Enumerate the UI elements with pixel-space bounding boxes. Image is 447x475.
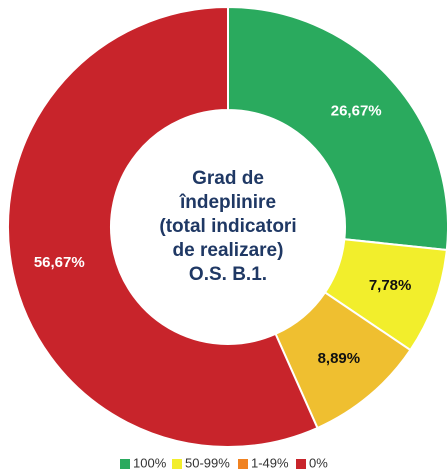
donut-slice (227, 5, 447, 252)
data-label: 26,67% (331, 103, 382, 120)
legend-swatch (120, 459, 130, 469)
data-label: 7,78% (369, 277, 412, 294)
center-title: îndeplinire (179, 192, 276, 213)
donut-slice (7, 5, 319, 448)
legend-label: 0% (309, 455, 328, 470)
legend-swatch (296, 459, 306, 469)
legend-label: 100% (133, 455, 167, 470)
legend-label: 50-99% (185, 455, 230, 470)
data-label: 8,89% (318, 350, 361, 367)
legend-swatch (238, 459, 248, 469)
center-title: (total indicatori (159, 216, 296, 237)
data-label: 56,67% (34, 254, 85, 271)
legend-label: 1-49% (251, 455, 289, 470)
center-title: de realizare) (173, 240, 284, 261)
center-title: O.S. B.1. (189, 264, 267, 285)
legend-swatch (172, 459, 182, 469)
center-title: Grad de (192, 168, 264, 189)
